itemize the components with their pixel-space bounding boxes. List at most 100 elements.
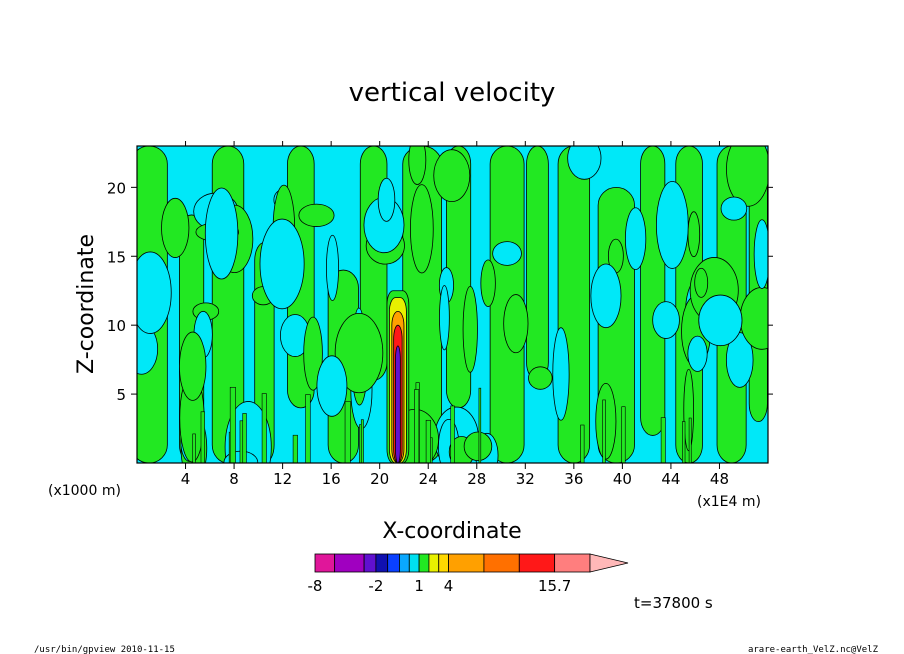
x-tick-label: 8 (229, 470, 239, 488)
colorbar-swatch (438, 553, 449, 573)
x-tick-label: 16 (322, 470, 341, 488)
field-surface-cell (292, 434, 298, 463)
colorbar-swatch (408, 553, 420, 573)
field-surface-cell (602, 399, 606, 463)
field-positive-blob (726, 146, 768, 207)
field-negative-blob (567, 146, 602, 180)
colorbar-swatch (428, 553, 440, 573)
field-negative-blob (326, 234, 339, 301)
field-surface-cell (192, 433, 196, 463)
colorbar-swatch (334, 553, 365, 573)
x-tick-label: 12 (273, 470, 292, 488)
y-axis-label: Z-coordinate (74, 234, 99, 374)
plot-frame (136, 145, 769, 464)
x-unit-left: (x1000 m) (48, 483, 121, 499)
colorbar-swatch (314, 553, 336, 573)
field-negative-blob (316, 355, 348, 417)
field-positive-blob (303, 316, 323, 391)
field-negative-blob (492, 241, 522, 266)
field-surface-cell (305, 394, 311, 463)
colorbar-swatch (375, 553, 389, 573)
colorbar-swatch (387, 553, 400, 573)
y-tick-label: 5 (116, 386, 126, 404)
field-positive-blob (433, 149, 471, 203)
footer-right: arare-earth_VelZ.nc@VelZ (748, 645, 879, 654)
colorbar-swatch (418, 553, 430, 573)
field-negative-blob (753, 219, 768, 289)
field-surface-cell (478, 387, 482, 463)
field-positive-blob (462, 286, 478, 373)
colorbar-swatch (399, 553, 410, 573)
field-surface-cell (414, 389, 420, 463)
colorbar-swatch (483, 553, 520, 573)
field-layer (137, 146, 768, 463)
field-positive-blob (595, 382, 617, 460)
x-axis-label: X-coordinate (382, 519, 521, 544)
colorbar-swatch (518, 553, 556, 573)
field-negative-blob (590, 263, 622, 329)
x-tick-label: 44 (661, 470, 680, 488)
field-positive-blob (161, 197, 190, 258)
convective-core (386, 290, 410, 463)
time-label: t=37800 s (634, 594, 713, 612)
field-surface-cell (450, 405, 455, 463)
colorbar-label: 4 (444, 577, 454, 595)
plot-area (137, 146, 768, 463)
field-surface-cell (200, 411, 205, 463)
field-positive-blob (528, 366, 553, 390)
colorbar-swatch (448, 553, 485, 573)
field-positive-blob (694, 267, 709, 298)
x-tick-label: 24 (419, 470, 438, 488)
chart-title: vertical velocity (349, 78, 556, 108)
field-surface-cell (344, 400, 351, 463)
colorbar-swatch (363, 553, 377, 573)
core-band (395, 345, 401, 463)
field-negative-blob (204, 187, 239, 280)
field-surface-cell (580, 424, 585, 463)
field-positive-blob (463, 431, 493, 462)
field-positive-streak (640, 146, 666, 436)
field-negative-blob (439, 285, 450, 351)
field-positive-blob (739, 287, 768, 350)
colorbar-extension (589, 553, 629, 573)
colorbar (314, 553, 629, 573)
field-negative-blob (720, 196, 748, 221)
field-surface-cell (688, 417, 692, 463)
colorbar-label: 1 (414, 577, 424, 595)
colorbar-swatch (554, 553, 591, 573)
colorbar-labels: -8 -2 1 4 15.7 (308, 577, 572, 595)
field-positive-blob (687, 211, 701, 258)
field-positive-blob (503, 294, 529, 354)
colorbar-label: 15.7 (538, 577, 571, 595)
field-negative-blob (687, 335, 708, 372)
y-tick-label: 10 (107, 317, 126, 335)
field-surface-cell (682, 421, 686, 463)
x-unit-right: (x1E4 m) (697, 494, 761, 510)
field-negative-blob (137, 251, 172, 334)
field-negative-blob (259, 218, 305, 310)
field-negative-blob (698, 294, 743, 347)
x-tick-label: 32 (516, 470, 535, 488)
field-surface-cell (425, 419, 431, 463)
footer-left: /usr/bin/gpview 2010-11-15 (34, 645, 175, 654)
field-negative-blob (552, 327, 570, 421)
field-negative-blob (655, 180, 689, 269)
x-tick-label: 48 (710, 470, 729, 488)
x-axis: 4 8 12 16 20 24 28 32 36 40 44 48 (181, 141, 729, 488)
x-tick-label: 36 (564, 470, 583, 488)
x-tick-label: 4 (181, 470, 191, 488)
x-tick-label: 20 (370, 470, 389, 488)
field-surface-cell (621, 406, 626, 463)
x-tick-label: 28 (467, 470, 486, 488)
field-surface-cell (660, 417, 666, 463)
field-surface-cell (360, 419, 364, 463)
colorbar-label: -2 (368, 577, 383, 595)
field-positive-blob (298, 203, 335, 227)
field-positive-blob (179, 331, 207, 401)
field-positive-blob (408, 146, 427, 185)
field-surface-cell (229, 386, 236, 463)
field-surface-cell (242, 413, 247, 463)
field-positive-streak (526, 146, 549, 381)
y-axis: 5 10 15 20 (107, 179, 773, 404)
